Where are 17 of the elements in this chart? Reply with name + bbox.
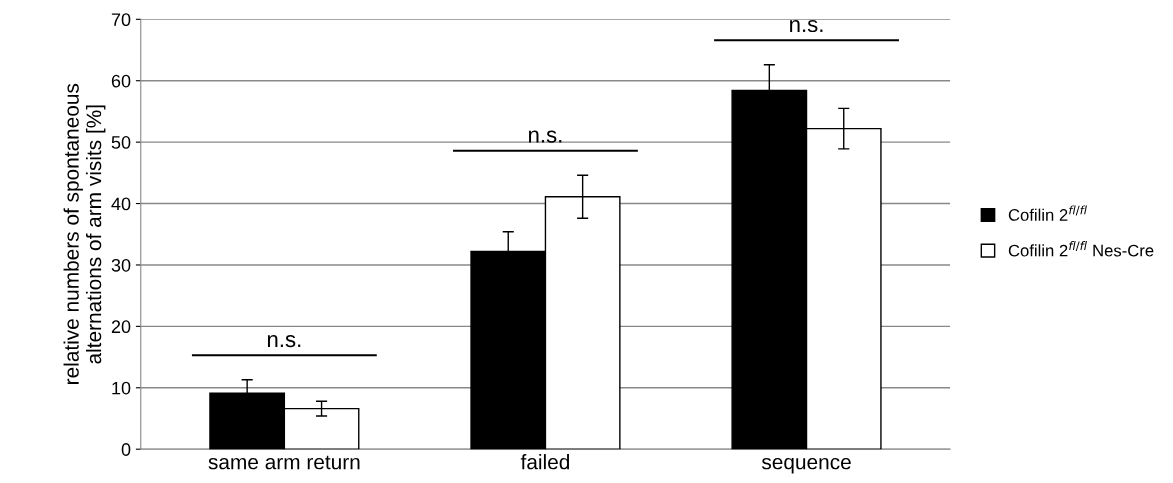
- legend-label: Cofilin 2$^{fl/fl}$ Nes-Cre: [1008, 241, 1154, 257]
- y-tick-label: 60: [111, 74, 131, 88]
- x-tick-label: failed: [520, 454, 570, 470]
- y-tick-label: 20: [111, 320, 131, 334]
- y-tick-label: 0: [121, 443, 131, 456]
- annotation: n.s.: [267, 334, 301, 348]
- y-tick-label: 30: [111, 258, 131, 272]
- y-tick-label: 70: [111, 13, 131, 27]
- annotation: n.s.: [790, 19, 823, 33]
- legend-label: Cofilin 2$^{fl/fl}$: [1008, 205, 1087, 221]
- y-tick-label: 10: [112, 381, 131, 395]
- x-tick-label: same arm return: [208, 455, 360, 470]
- annotation: n.s.: [529, 130, 562, 143]
- y-axis-title: relative numbers of spontaneous alternations of arm visits [%]: [63, 83, 106, 384]
- x-tick-label: sequence: [761, 457, 851, 474]
- y-tick-label: 50: [111, 136, 131, 149]
- y-tick-label: 40: [111, 197, 131, 211]
